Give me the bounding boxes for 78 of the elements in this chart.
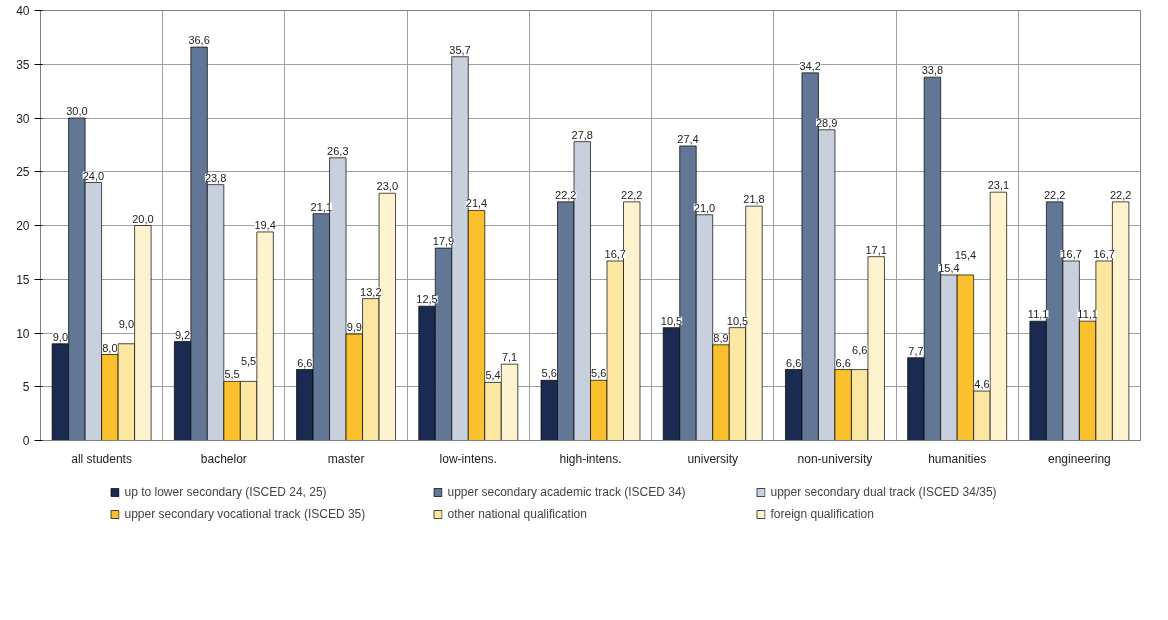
data-label: 12,5 (416, 293, 438, 306)
legend-label: other national qualification (447, 507, 588, 521)
x-tick-label: low-intens. (439, 451, 497, 466)
data-label: 16,7 (1093, 247, 1115, 260)
data-label: 10,5 (660, 314, 683, 327)
data-label: 8,0 (102, 341, 118, 354)
data-label: 23,8 (204, 171, 227, 184)
data-label: 9,0 (52, 330, 69, 343)
data-label: 17,9 (432, 235, 455, 248)
data-label: 7,7 (908, 344, 924, 357)
data-label: 27,8 (571, 128, 593, 141)
data-label: 13,2 (360, 285, 382, 298)
x-tick-label: non-university (797, 451, 873, 466)
data-label: 35,7 (449, 43, 471, 56)
data-label: 21,1 (310, 200, 333, 213)
data-label: 5,6 (591, 367, 607, 380)
data-label: 36,6 (188, 34, 210, 47)
data-label: 22,2 (1109, 188, 1132, 201)
y-tick-label: 10 (16, 326, 30, 341)
x-tick-label: university (687, 451, 739, 466)
data-label: 6,6 (786, 356, 802, 369)
y-tick-label: 0 (22, 434, 30, 448)
data-label: 21,8 (743, 193, 765, 206)
data-label: 34,2 (799, 59, 821, 72)
data-label: 5,4 (485, 369, 501, 382)
data-label: 24,0 (82, 169, 105, 182)
data-label: 30,0 (66, 105, 88, 117)
legend-label: foreign qualification (770, 507, 875, 521)
y-tick-label: 20 (16, 219, 30, 233)
data-label: 22,2 (555, 188, 577, 201)
data-label: 17,1 (865, 243, 887, 256)
y-tick-label: 5 (22, 380, 30, 395)
data-label: 21,0 (693, 201, 716, 214)
data-label: 20,0 (132, 212, 154, 225)
legend-label: upper secondary academic track (ISCED 34) (447, 485, 687, 499)
data-label: 8,9 (713, 331, 729, 344)
data-label: 9,2 (174, 328, 191, 341)
data-label: 4,6 (974, 378, 990, 391)
data-label: 6,6 (852, 343, 868, 356)
data-label: 6,6 (297, 356, 313, 369)
data-label: 28,9 (815, 116, 838, 129)
y-tick-label: 25 (16, 165, 30, 180)
y-tick-label: 40 (16, 4, 30, 18)
data-label: 5,5 (240, 355, 257, 368)
y-tick-label: 15 (16, 272, 30, 287)
y-tick-label: 35 (16, 57, 30, 72)
data-label: 16,7 (1060, 247, 1082, 260)
data-label: 23,0 (376, 180, 399, 193)
data-label: 16,7 (604, 247, 626, 260)
x-tick-label: engineering (1048, 451, 1111, 466)
data-label: 5,5 (224, 368, 240, 381)
data-label: 22,2 (1043, 188, 1066, 201)
data-label: 33,8 (921, 64, 944, 77)
data-label: 7,1 (501, 351, 518, 364)
data-label: 9,0 (118, 317, 135, 330)
data-label: 26,3 (327, 144, 349, 157)
data-label: 21,4 (465, 197, 488, 210)
x-tick-label: all students (71, 451, 132, 466)
data-label: 27,4 (677, 132, 699, 145)
data-label: 15,4 (938, 261, 960, 274)
legend-label: upper secondary vocational track (ISCED 35) (124, 507, 367, 521)
data-label: 11,1 (1027, 308, 1049, 321)
data-label: 10,5 (726, 314, 749, 327)
data-label: 5,6 (541, 367, 557, 380)
legend-label: upper secondary dual track (ISCED 34/35) (770, 485, 998, 499)
x-tick-label: high-intens. (559, 451, 622, 466)
data-label: 22,2 (621, 188, 643, 201)
x-tick-label: bachelor (200, 451, 247, 466)
y-tick-label: 30 (16, 111, 30, 126)
x-tick-label: humanities (928, 451, 987, 466)
data-label: 6,6 (835, 356, 851, 369)
legend-label: up to lower secondary (ISCED 24, 25) (124, 485, 328, 499)
data-label: 9,9 (346, 321, 362, 334)
x-tick-label: master (327, 451, 365, 466)
data-label: 19,4 (254, 218, 276, 231)
data-label: 15,4 (954, 248, 977, 261)
data-label: 23,1 (987, 179, 1010, 192)
data-label: 11,1 (1077, 308, 1098, 321)
